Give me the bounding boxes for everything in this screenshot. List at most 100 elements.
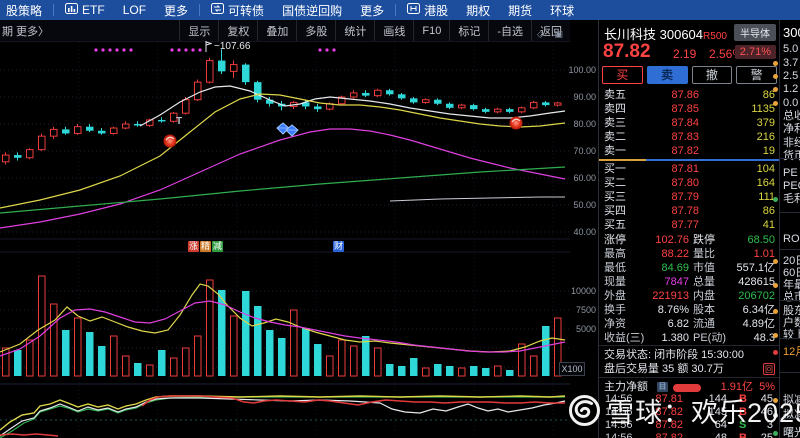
period-more-link[interactable]: 期 更多〉: [2, 25, 50, 38]
event-chip-精[interactable]: 精: [200, 241, 211, 252]
side-column-item[interactable]: PE TTM: [783, 167, 800, 180]
stat-row: 收益(三) 1.380 PE(动) 48.3: [599, 331, 779, 345]
bid-row[interactable]: 买三 87.79 111: [599, 190, 779, 204]
toolbar-tab--自选[interactable]: -自选: [488, 20, 531, 41]
side-column-item[interactable]: 拟减持: [773, 394, 800, 407]
book-volume: 86: [762, 89, 775, 101]
ask-row[interactable]: 卖五 87.86 86: [599, 88, 779, 102]
nav-item-港股[interactable]: 港股: [398, 2, 457, 19]
book-level-label: 卖三: [604, 117, 626, 129]
book-price: 87.80: [671, 177, 699, 189]
toolbar-tab-返回[interactable]: 返回: [531, 20, 570, 41]
after-hours-icon[interactable]: 回: [763, 363, 775, 375]
nav-item-LOF[interactable]: LOF: [114, 3, 155, 17]
nav-item-股策略[interactable]: 股策略: [0, 2, 51, 19]
marker-dot: [773, 413, 778, 418]
nav-item-label: 更多: [164, 3, 189, 18]
side-column-item[interactable]: 3.7: [773, 57, 799, 70]
sell-button[interactable]: 卖: [646, 66, 688, 84]
mainflow-bar: [673, 384, 701, 392]
buy-button[interactable]: 买: [602, 66, 643, 84]
mainflow-pct: 5%: [759, 381, 775, 393]
nav-item-期权[interactable]: 期权: [457, 2, 499, 19]
high-annotation-text: ~107.66: [214, 41, 251, 52]
stock-header[interactable]: 长川科技 300604R500: [604, 24, 727, 43]
toolbar-tab-多股[interactable]: 多股: [296, 20, 335, 41]
marker-dot: [773, 259, 778, 264]
side-column-item-label: 2.5: [783, 70, 799, 82]
nav-item-国债逆回购[interactable]: 国债逆回购: [273, 2, 351, 19]
nav-item-环球[interactable]: 环球: [541, 2, 583, 19]
ask-row[interactable]: 卖二 87.83 216: [599, 130, 779, 144]
price-axis-label: 60.00: [573, 173, 596, 183]
side-column-item[interactable]: 户数: [783, 317, 800, 330]
book-volume: 41: [762, 219, 775, 231]
side-column-item-label: 净利润: [783, 123, 800, 135]
stat-label: 净资: [604, 318, 626, 330]
side-column-item[interactable]: PEG: [783, 180, 800, 193]
nav-item-更多[interactable]: 更多: [351, 2, 393, 19]
side-column-item[interactable]: 2.5: [773, 70, 799, 83]
side-column-item-label: PE TTM: [783, 167, 800, 179]
ask-row[interactable]: 卖一 87.82 19: [599, 144, 779, 158]
side-column-item-label: 3.7: [783, 57, 799, 69]
toolbar-tab-显示[interactable]: 显示: [179, 20, 218, 41]
mainflow-detail-icon[interactable]: 目: [657, 382, 668, 392]
side-column-item[interactable]: 12月5: [773, 346, 800, 359]
side-column-divider: [780, 418, 800, 419]
side-column-item[interactable]: 股东: [773, 305, 800, 318]
book-price: 87.83: [671, 131, 699, 143]
nav-item-ETF[interactable]: ETF: [56, 3, 114, 17]
toolbar-tab-画线[interactable]: 画线: [374, 20, 413, 41]
alert-button[interactable]: 警: [736, 66, 777, 84]
bid-row[interactable]: 买五 87.77 41: [599, 218, 779, 232]
flag-icon: [205, 41, 212, 52]
nav-separator: [199, 4, 201, 16]
side-column-item[interactable]: 非经常: [783, 137, 800, 150]
toolbar-tab-F10[interactable]: F10: [413, 20, 449, 41]
nav-item-可转债[interactable]: 可转债: [202, 2, 273, 19]
side-column-item[interactable]: ROE: [783, 233, 800, 246]
side-column-item[interactable]: 20日涨: [773, 255, 800, 268]
side-column-item[interactable]: 总收入: [783, 110, 800, 123]
event-chip-财[interactable]: 财: [333, 241, 344, 252]
side-column-item[interactable]: 货币资金: [783, 150, 800, 163]
nav-item-更多[interactable]: 更多: [155, 2, 197, 19]
side-column-item[interactable]: 年最高: [773, 279, 800, 292]
nav-item-期货[interactable]: 期货: [499, 2, 541, 19]
bid-row[interactable]: 买四 87.78 86: [599, 204, 779, 218]
cancel-button[interactable]: 撤: [691, 66, 733, 84]
side-column-item[interactable]: 毛利率: [773, 193, 800, 206]
event-chip-减[interactable]: 减: [212, 241, 223, 252]
side-column-item[interactable]: 1.2: [773, 83, 798, 96]
side-column-item[interactable]: 净利润: [783, 123, 800, 136]
toolbar-tab-复权[interactable]: 复权: [218, 20, 257, 41]
ask-row[interactable]: 卖四 87.85 1135: [599, 102, 779, 116]
book-volume: 86: [762, 205, 775, 217]
sector-badge[interactable]: 半导体: [734, 24, 776, 41]
side-column-item[interactable]: 60日: [783, 267, 800, 280]
side-column-item[interactable]: 总市值: [783, 291, 800, 304]
toolbar-tab-标记[interactable]: 标记: [449, 20, 488, 41]
side-column-item[interactable]: 较上期: [773, 329, 800, 342]
side-column-item[interactable]: 0.0: [773, 97, 798, 110]
book-price: 87.79: [671, 191, 699, 203]
stat-row: 最低 84.69 市值 557.1亿: [599, 261, 779, 275]
ask-row[interactable]: 卖三 87.84 379: [599, 116, 779, 130]
side-column-item[interactable]: 5.0: [783, 43, 798, 56]
toolbar-tab-叠加[interactable]: 叠加: [257, 20, 296, 41]
watermark: 雪球：欢乐2025: [568, 391, 800, 430]
book-price: 87.85: [671, 103, 699, 115]
stat-value: 557.1亿: [736, 262, 775, 274]
margin-tag: R500: [703, 31, 727, 42]
side-column-item-label: 年最高: [783, 279, 800, 291]
event-chip-涨[interactable]: 涨: [188, 241, 199, 252]
side-column-header[interactable]: 300604: [783, 25, 800, 40]
side-column-item[interactable]: 曙光: [773, 427, 800, 438]
toolbar-tab-统计[interactable]: 统计: [335, 20, 374, 41]
tick-count: 3: [766, 419, 773, 431]
hk-market-icon: [407, 3, 421, 17]
bid-row[interactable]: 买一 87.81 104: [599, 162, 779, 176]
bid-row[interactable]: 买二 87.80 164: [599, 176, 779, 190]
chart-corner-icons[interactable]: ◇ ▣: [537, 29, 567, 39]
